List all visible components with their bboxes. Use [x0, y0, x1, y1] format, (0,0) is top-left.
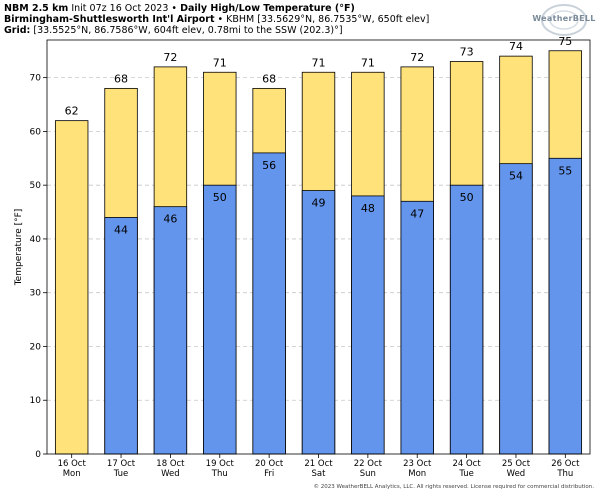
y-tick-label: 20 — [30, 342, 42, 352]
swirl-icon — [541, 4, 587, 36]
copyright-notice: © 2023 WeatherBELL Analytics, LLC. All r… — [313, 484, 594, 490]
low-bar — [153, 206, 188, 455]
x-tick-date: 19 Oct — [206, 459, 235, 469]
low-bar — [252, 152, 286, 455]
x-tick-date: 16 Oct — [58, 459, 87, 469]
high-value-label: 75 — [558, 35, 572, 48]
logo-text: WeatherBELL — [532, 14, 596, 23]
x-tick-day: Tue — [113, 469, 129, 479]
x-tick-day: Sun — [360, 469, 376, 479]
low-value-label: 56 — [262, 159, 276, 172]
x-tick-day: Mon — [63, 469, 81, 479]
station-info: KBHM [33.5629°N, 86.7535°W, 650ft elev] — [226, 14, 430, 25]
grid-label: Grid: — [4, 25, 31, 36]
y-tick-label: 60 — [30, 127, 42, 137]
separator: • — [217, 14, 224, 25]
x-tick-date: 25 Oct — [502, 459, 531, 469]
station-name: Birmingham-Shuttlesworth Int'l Airport — [4, 14, 215, 25]
y-axis-label: Temperature [°F] — [14, 209, 24, 287]
x-tick-day: Wed — [507, 469, 526, 479]
high-value-label: 62 — [65, 105, 79, 118]
high-value-label: 68 — [262, 72, 276, 85]
y-tick-label: 0 — [35, 450, 41, 460]
high-value-label: 71 — [312, 56, 326, 69]
low-value-label: 50 — [213, 191, 227, 204]
x-tick-day: Fri — [264, 469, 274, 479]
y-tick-label: 50 — [30, 181, 42, 191]
x-tick-date: 26 Oct — [551, 459, 580, 469]
low-value-label: 48 — [361, 202, 375, 215]
low-bar — [449, 184, 484, 455]
x-tick-date: 21 Oct — [304, 459, 333, 469]
x-tick-day: Thu — [211, 469, 228, 479]
high-value-label: 72 — [163, 51, 177, 64]
x-tick-date: 22 Oct — [354, 459, 383, 469]
high-value-label: 73 — [460, 46, 474, 59]
high-value-label: 68 — [114, 72, 128, 85]
x-tick-date: 20 Oct — [255, 459, 284, 469]
product-title: Daily High/Low Temperature (°F) — [180, 3, 355, 14]
low-value-label: 55 — [558, 164, 572, 177]
low-bar — [203, 184, 237, 455]
x-tick-day: Tue — [458, 469, 474, 479]
title-line-2: Birmingham-Shuttlesworth Int'l Airport •… — [4, 14, 429, 25]
x-tick-date: 23 Oct — [403, 459, 432, 469]
low-bar — [499, 163, 533, 455]
low-bar — [400, 200, 434, 455]
x-tick-day: Mon — [408, 469, 426, 479]
separator: • — [171, 3, 178, 14]
low-bar — [351, 195, 385, 455]
low-value-label: 47 — [410, 207, 424, 220]
grid-info: [33.5525°N, 86.7586°W, 604ft elev, 0.78m… — [33, 25, 343, 36]
weatherbell-logo: WeatherBELL — [532, 2, 596, 38]
low-value-label: 44 — [114, 223, 128, 236]
y-tick-label: 30 — [30, 289, 42, 299]
x-tick-day: Thu — [556, 469, 573, 479]
high-value-label: 71 — [361, 56, 375, 69]
low-bar — [104, 217, 138, 455]
low-value-label: 54 — [509, 170, 523, 183]
x-tick-day: Sat — [312, 469, 327, 479]
high-value-label: 74 — [509, 40, 523, 53]
model-name: NBM 2.5 km — [4, 3, 69, 14]
y-tick-label: 40 — [30, 235, 42, 245]
low-value-label: 46 — [163, 213, 177, 226]
high-bar — [54, 120, 89, 455]
low-bar — [301, 190, 336, 455]
high-value-label: 72 — [410, 51, 424, 64]
low-bar — [548, 157, 583, 455]
init-time: Init 07z 16 Oct 2023 — [71, 3, 169, 14]
x-tick-date: 18 Oct — [156, 459, 185, 469]
title-line-1: NBM 2.5 km Init 07z 16 Oct 2023 • Daily … — [4, 3, 355, 14]
x-tick-date: 17 Oct — [107, 459, 136, 469]
title-line-3: Grid: [33.5525°N, 86.7586°W, 604ft elev,… — [4, 25, 343, 36]
x-tick-date: 24 Oct — [452, 459, 481, 469]
high-value-label: 71 — [213, 56, 227, 69]
x-tick-day: Wed — [161, 469, 180, 479]
low-value-label: 49 — [312, 197, 326, 210]
y-tick-label: 70 — [30, 74, 42, 84]
low-value-label: 50 — [460, 191, 474, 204]
y-tick-label: 10 — [30, 396, 42, 406]
